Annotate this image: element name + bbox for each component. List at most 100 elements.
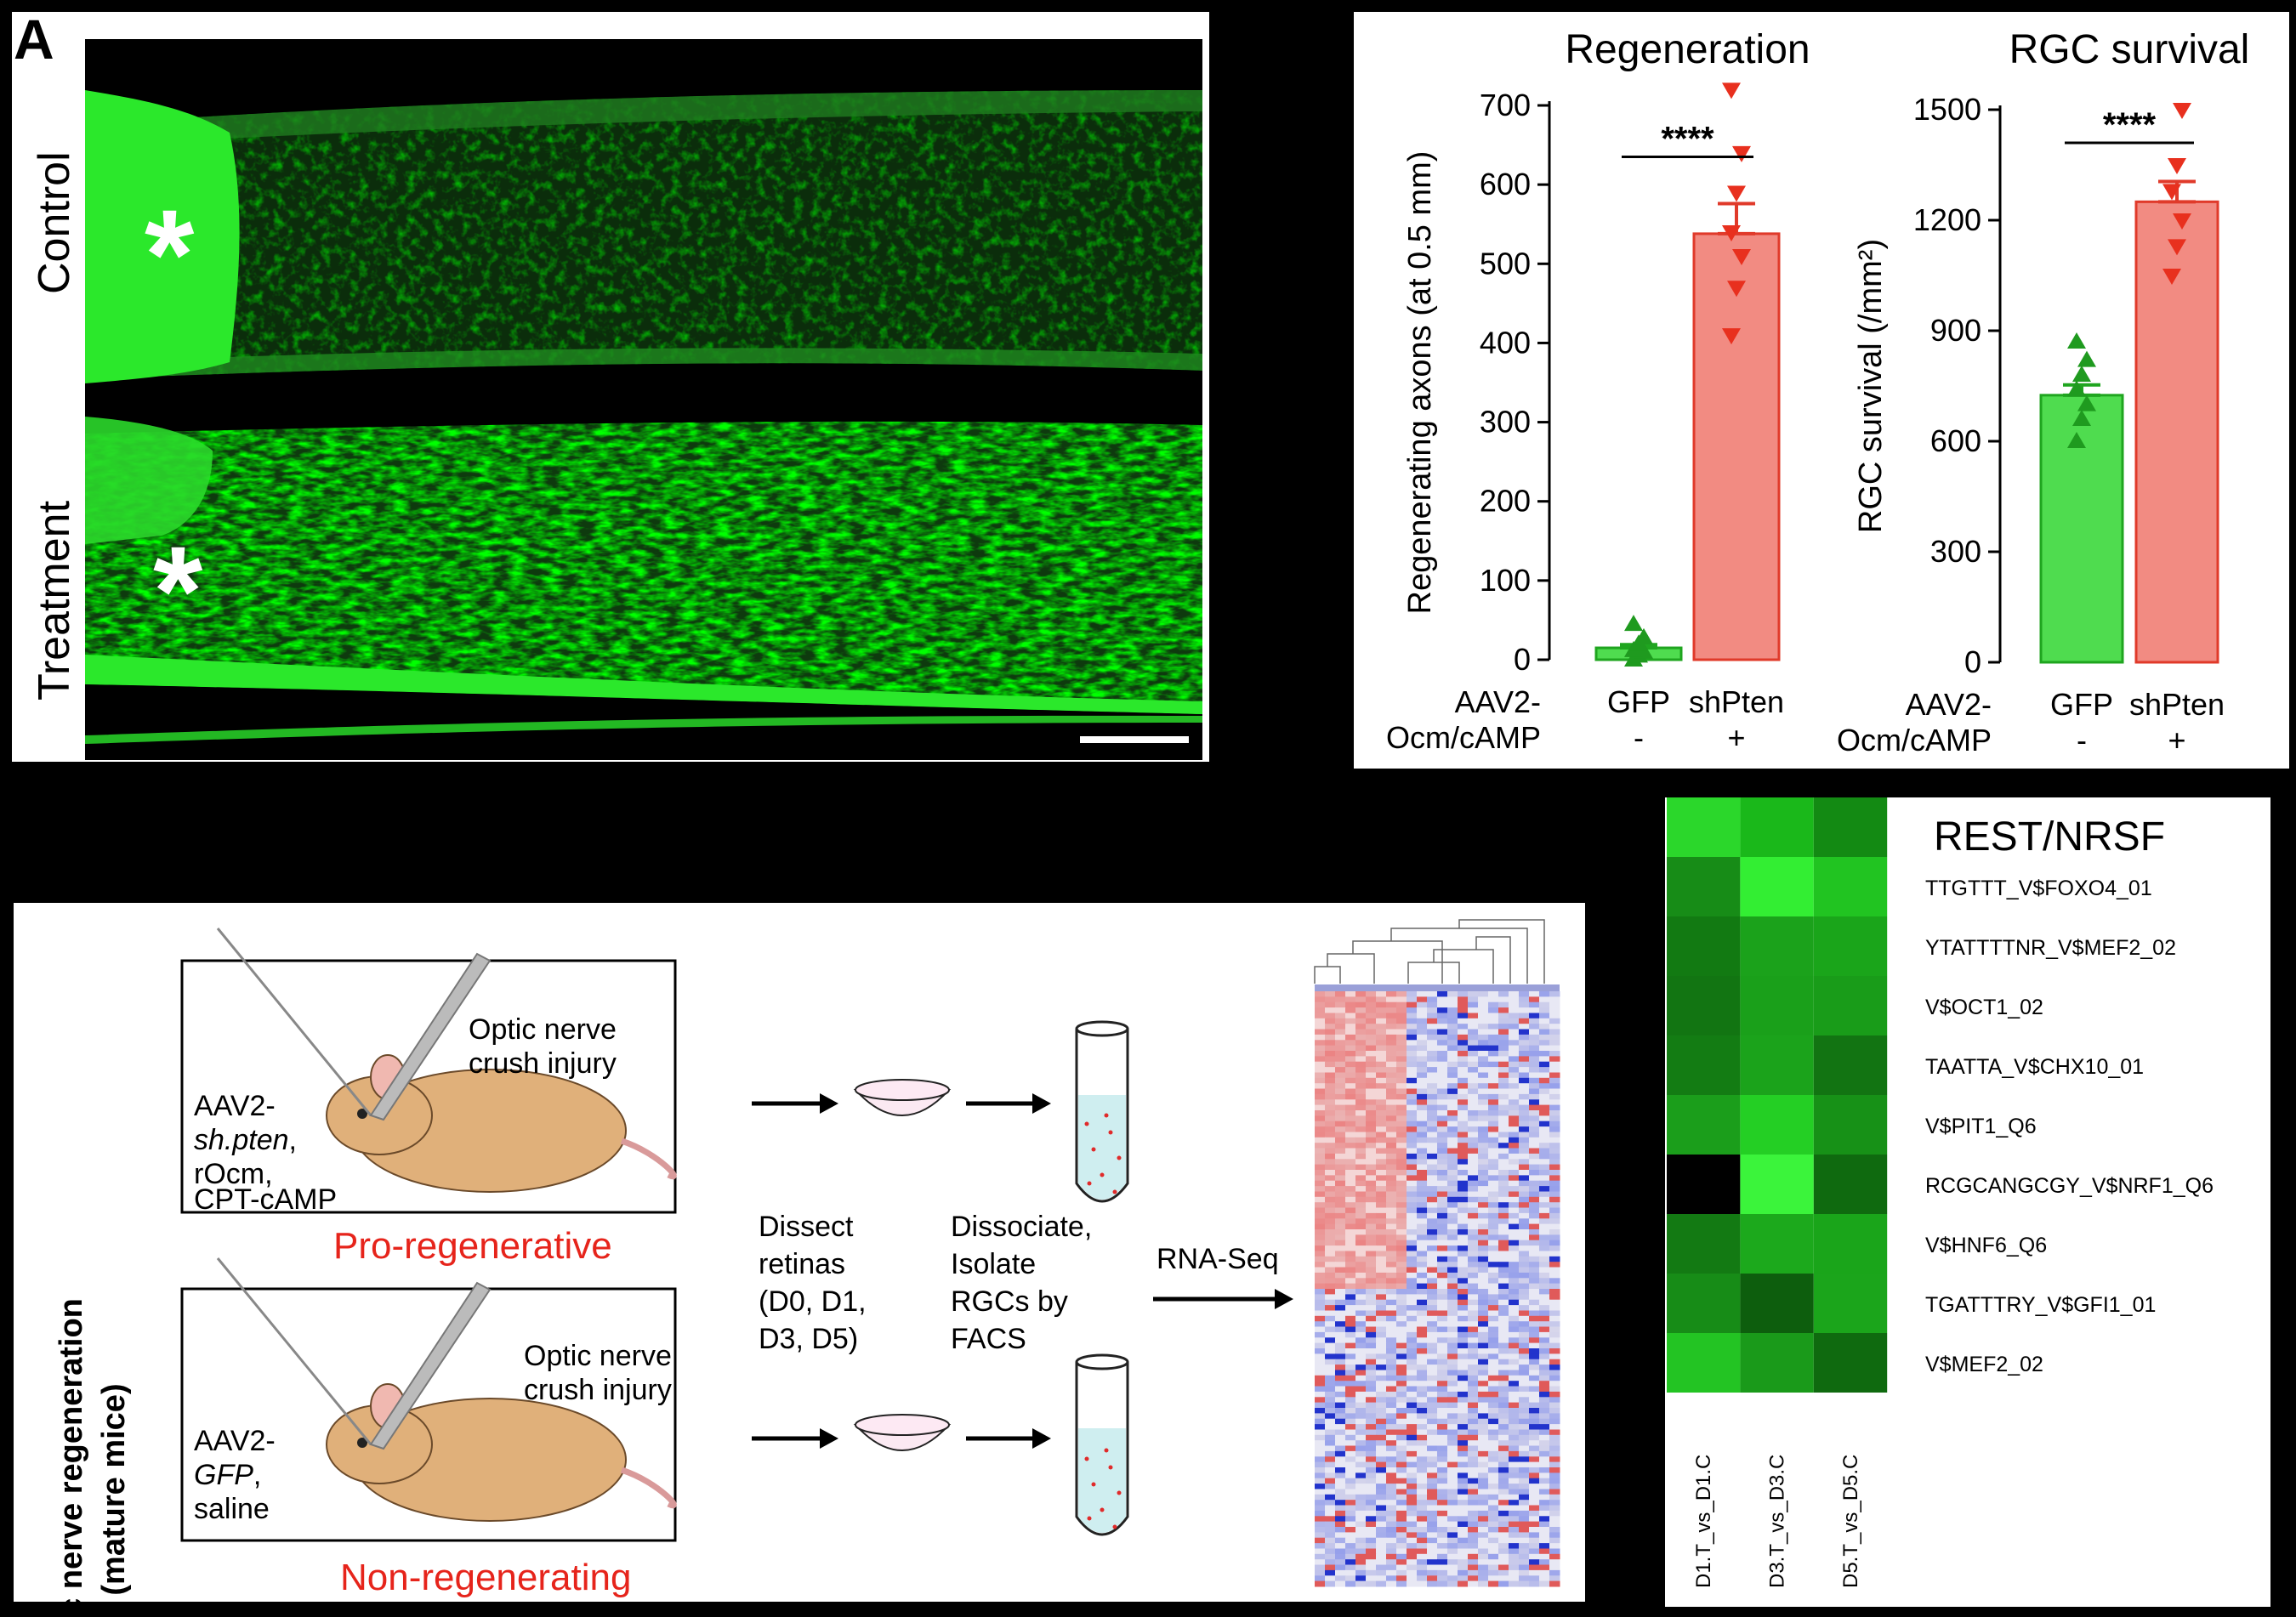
expression-cell	[1407, 1305, 1418, 1311]
expression-cell	[1355, 1148, 1367, 1155]
expression-cell	[1519, 1331, 1530, 1338]
expression-cell	[1498, 1132, 1509, 1138]
expression-cell	[1417, 1202, 1428, 1209]
expression-cell	[1488, 1159, 1499, 1166]
expression-cell	[1478, 1110, 1489, 1116]
expression-cell	[1509, 1418, 1520, 1425]
expression-cell	[1417, 1456, 1428, 1463]
expression-cell	[1447, 1537, 1458, 1544]
expression-cell	[1498, 1402, 1509, 1409]
expression-cell	[1366, 1104, 1377, 1111]
expression-cell	[1498, 1370, 1509, 1376]
expression-cell	[1407, 1299, 1418, 1306]
expression-cell	[1498, 1256, 1509, 1262]
expression-cell	[1407, 1180, 1418, 1187]
expression-cell	[1427, 991, 1438, 997]
expression-cell	[1355, 1337, 1367, 1344]
expression-cell	[1355, 1186, 1367, 1192]
expression-cell	[1447, 1294, 1458, 1301]
expression-cell	[1325, 1537, 1336, 1544]
expression-cell	[1468, 1013, 1479, 1019]
expression-cell	[1519, 1110, 1530, 1116]
expression-cell	[1488, 1223, 1499, 1230]
expression-cell	[1549, 1143, 1560, 1149]
expression-cell	[1335, 1424, 1346, 1430]
expression-cell	[1488, 1186, 1499, 1192]
expression-cell	[1407, 1024, 1418, 1030]
expression-cell	[1366, 1077, 1377, 1084]
expression-cell	[1345, 1143, 1356, 1149]
expression-cell	[1376, 1505, 1387, 1512]
expression-cell	[1549, 1391, 1560, 1398]
expression-cell	[1427, 1093, 1438, 1100]
expression-cell	[1386, 1564, 1397, 1571]
expression-cell	[1539, 1305, 1550, 1311]
heatmap-cell	[1740, 1155, 1814, 1214]
expression-cell	[1539, 1170, 1550, 1176]
expression-cell	[1335, 1445, 1346, 1452]
expression-cell	[1549, 1315, 1560, 1322]
expression-cell	[1498, 1153, 1509, 1160]
expression-cell	[1488, 1310, 1499, 1317]
expression-cell	[1366, 1569, 1377, 1576]
expression-cell	[1325, 1143, 1336, 1149]
expression-cell	[1407, 1521, 1418, 1528]
expression-cell	[1407, 1093, 1418, 1100]
expression-cell	[1437, 1365, 1448, 1370]
expression-cell	[1478, 1099, 1489, 1106]
expression-cell	[1458, 1445, 1469, 1452]
expression-cell	[1376, 1472, 1387, 1479]
expression-cell	[1549, 1532, 1560, 1539]
expression-cell	[1509, 1461, 1520, 1468]
expression-cell	[1529, 1484, 1540, 1489]
expression-cell	[1498, 1413, 1509, 1420]
expression-cell	[1478, 1553, 1489, 1560]
expression-cell	[1509, 1018, 1520, 1024]
expression-cell	[1345, 1159, 1356, 1166]
expression-cell	[1427, 1212, 1438, 1219]
expression-cell	[1539, 996, 1550, 1003]
expression-cell	[1366, 1532, 1377, 1539]
expression-cell	[1498, 1170, 1509, 1176]
expression-cell	[1447, 1262, 1458, 1268]
expression-dendrogram	[1314, 919, 1545, 984]
expression-cell	[1396, 1559, 1407, 1566]
expression-cell	[1468, 1234, 1479, 1241]
expression-cell	[1366, 1121, 1377, 1127]
expression-cell	[1427, 1077, 1438, 1084]
expression-cell	[1458, 1494, 1469, 1501]
expression-cell	[1529, 1024, 1540, 1030]
expression-cell	[1437, 1110, 1448, 1116]
expression-cell	[1519, 1365, 1530, 1370]
expression-cell	[1325, 1007, 1336, 1013]
expression-cell	[1396, 1359, 1407, 1365]
expression-cell	[1509, 1034, 1520, 1041]
expression-cell	[1345, 1450, 1356, 1457]
expression-cell	[1376, 1029, 1387, 1035]
heatmap-cell	[1813, 1214, 1888, 1274]
expression-cell	[1386, 1170, 1397, 1176]
expression-cell	[1498, 1148, 1509, 1155]
expression-cell	[1468, 1418, 1479, 1425]
expression-cell	[1345, 1045, 1356, 1052]
expression-cell	[1315, 1472, 1326, 1479]
expression-cell	[1325, 1299, 1336, 1306]
expression-cell	[1539, 1024, 1550, 1030]
expression-cell	[1376, 1564, 1387, 1571]
expression-cell	[1539, 1580, 1550, 1587]
expression-cell	[1376, 1088, 1387, 1095]
expression-cell	[1539, 1467, 1550, 1473]
expression-cell	[1325, 1365, 1336, 1370]
expression-cell	[1376, 1148, 1387, 1155]
heatmap-cell	[1667, 797, 1741, 857]
expression-cell	[1519, 1321, 1530, 1328]
expression-cell	[1447, 1370, 1458, 1376]
expression-cell	[1376, 1434, 1387, 1441]
expression-cell	[1345, 1148, 1356, 1155]
category-label: shPten	[2129, 687, 2225, 722]
expression-cell	[1519, 1202, 1530, 1209]
expression-cell	[1447, 1299, 1458, 1306]
expression-cell	[1498, 1180, 1509, 1187]
expression-cell	[1478, 1040, 1489, 1047]
expression-cell	[1376, 1170, 1387, 1176]
